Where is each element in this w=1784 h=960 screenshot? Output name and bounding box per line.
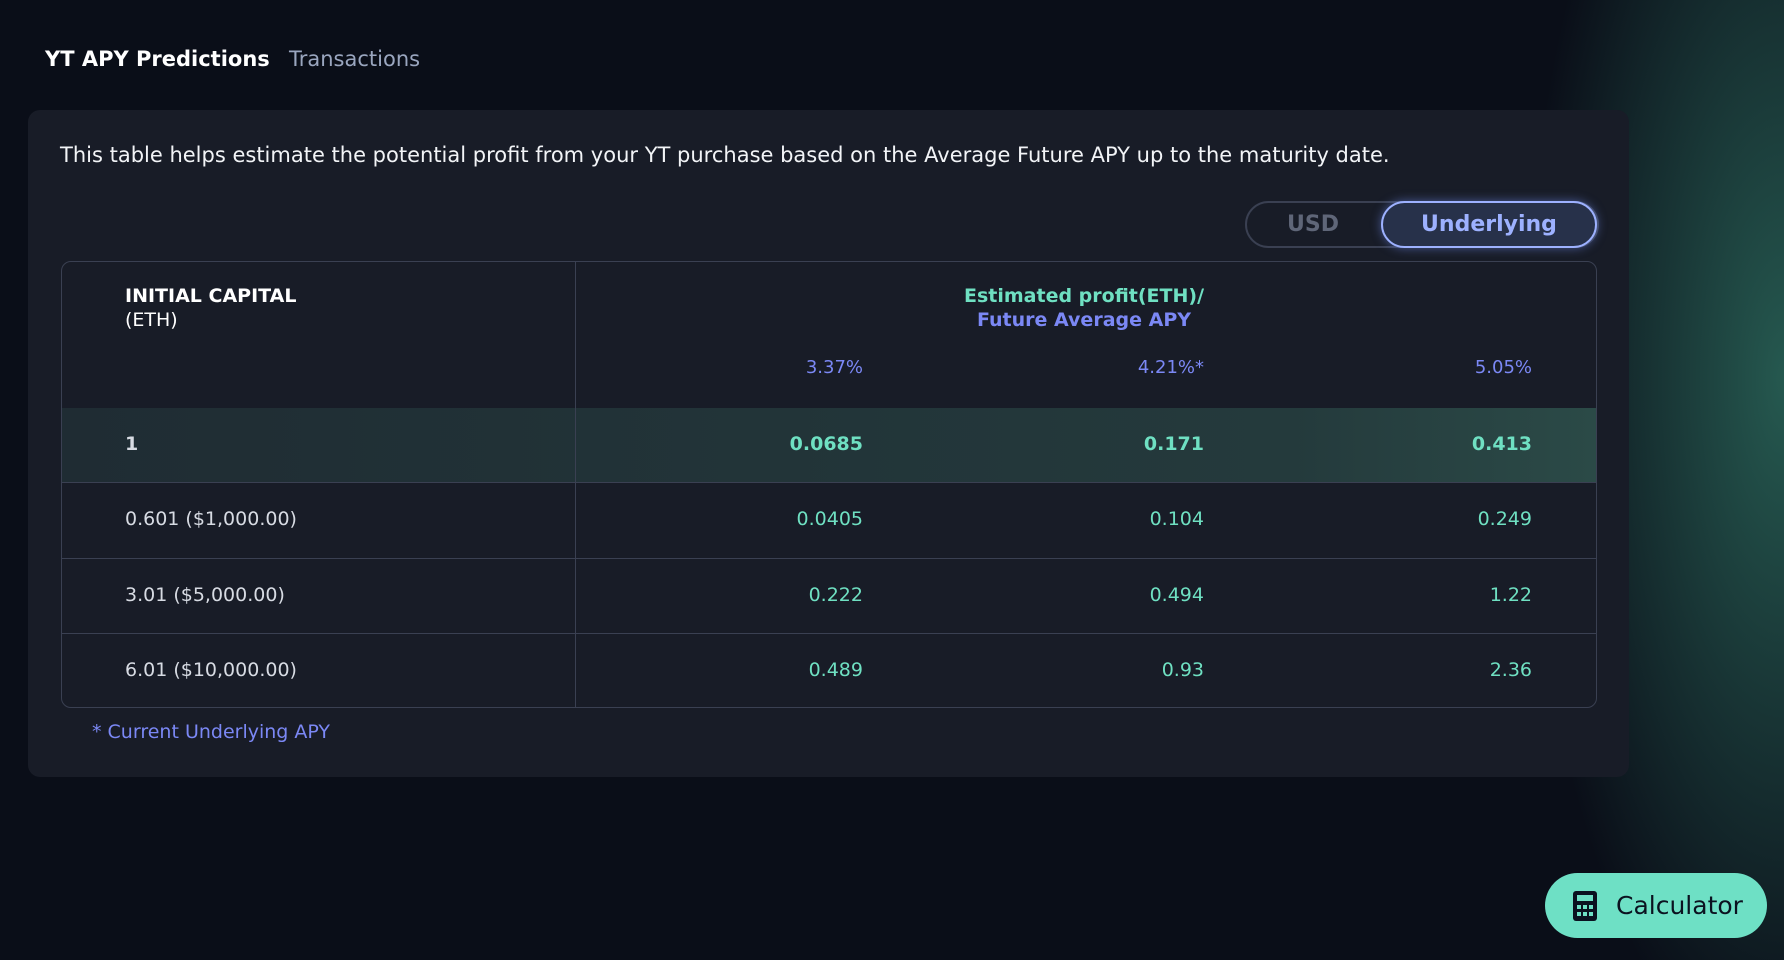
cell: 0.494 (1149, 584, 1204, 606)
divider (575, 262, 576, 707)
row-border (62, 558, 1596, 559)
cell: 0.0685 (789, 433, 863, 455)
toggle-option[interactable]: USD (1287, 212, 1339, 237)
apy-column: 5.05% (1474, 357, 1532, 378)
footnote: * Current Underlying APY (92, 721, 331, 743)
cell: 0.489 (808, 659, 863, 681)
apy-column: 4.21%* (1137, 357, 1204, 378)
tab[interactable]: YT APY Predictions (45, 47, 270, 71)
cell: 2.36 (1489, 659, 1532, 681)
apy-column: 3.37% (805, 357, 863, 378)
button-label[interactable]: Calculator (1616, 891, 1743, 920)
cell: 0.413 (1471, 433, 1532, 455)
cell: 3.01 ($5,000.00) (125, 584, 285, 606)
cell: 0.601 ($1,000.00) (125, 508, 297, 530)
cell: 0.104 (1149, 508, 1204, 530)
cell: 0.171 (1143, 433, 1204, 455)
cell: 6.01 ($10,000.00) (125, 659, 297, 681)
row-border (62, 482, 1596, 483)
header: Future Average APY (976, 309, 1192, 331)
cell: 0.222 (808, 584, 863, 606)
calculator-icon (1573, 891, 1597, 921)
header: INITIAL CAPITAL (125, 285, 297, 307)
cell: 1 (125, 433, 139, 455)
calculator-button[interactable]: Calculator (1545, 873, 1767, 938)
header-unit: (ETH) (125, 309, 178, 331)
cell: 1.22 (1489, 584, 1532, 606)
row-border (62, 633, 1596, 634)
cell: 0.249 (1477, 508, 1532, 530)
toggle-option[interactable]: Underlying (1381, 201, 1597, 248)
tab[interactable]: Transactions (289, 47, 421, 71)
table (61, 261, 1597, 708)
header: Estimated profit(ETH)/ (963, 285, 1205, 307)
cell: 0.93 (1161, 659, 1204, 681)
row-highlight (62, 408, 1596, 483)
description: This table helps estimate the potential … (60, 143, 1390, 167)
cell: 0.0405 (796, 508, 863, 530)
